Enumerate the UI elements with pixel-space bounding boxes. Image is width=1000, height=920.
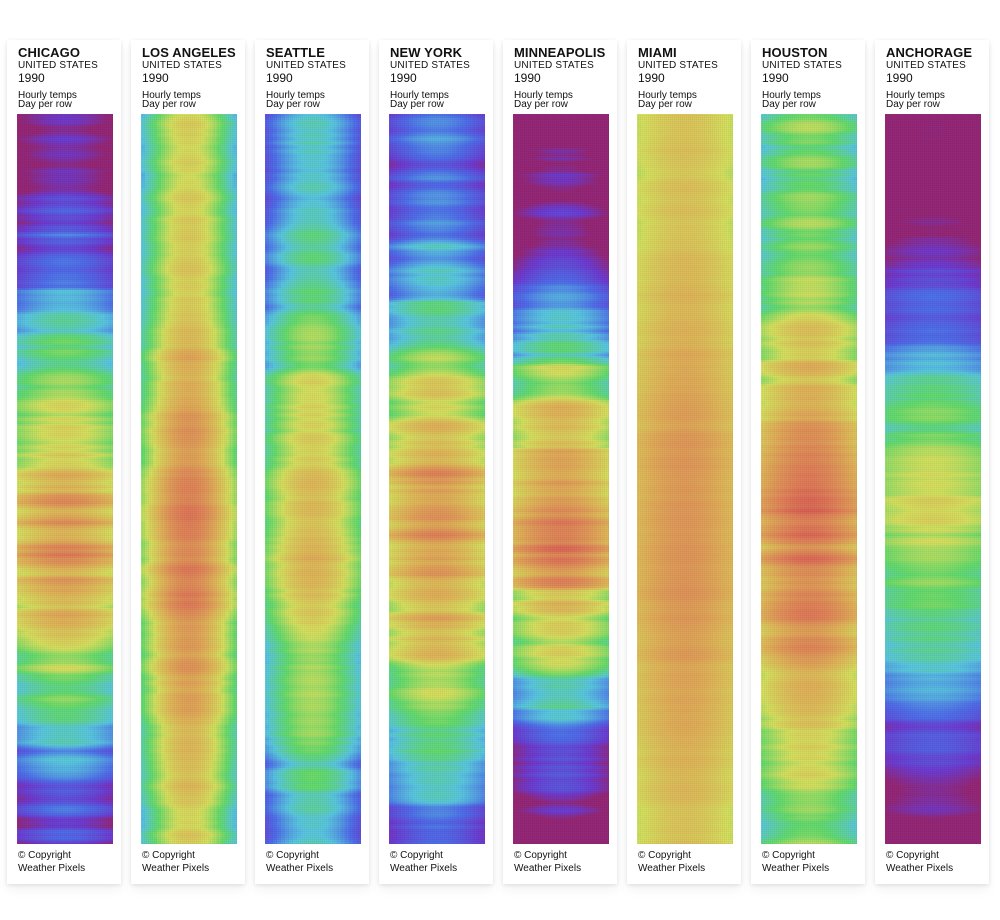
copyright-owner: Weather Pixels	[886, 863, 954, 874]
description-line-2: Day per row	[638, 99, 692, 110]
city-name: ANCHORAGE	[886, 45, 973, 60]
copyright-line: © Copyright	[142, 850, 195, 861]
country-name: UNITED STATES	[266, 60, 347, 71]
year-label: 1990	[390, 71, 417, 85]
year-label: 1990	[514, 71, 541, 85]
country-name: UNITED STATES	[390, 60, 471, 71]
year-label: 1990	[886, 71, 913, 85]
copyright-line: © Copyright	[390, 850, 443, 861]
temperature-heatmap	[761, 114, 857, 844]
city-card-los-angeles: LOS ANGELES UNITED STATES 1990 Hourly te…	[131, 40, 245, 884]
copyright-owner: Weather Pixels	[514, 863, 582, 874]
temperature-heatmap	[265, 114, 361, 844]
city-name: HOUSTON	[762, 45, 828, 60]
description-line-1: Hourly temps	[638, 90, 697, 101]
year-label: 1990	[266, 71, 293, 85]
description-line-2: Day per row	[18, 99, 72, 110]
copyright-owner: Weather Pixels	[762, 863, 830, 874]
description-line-1: Hourly temps	[18, 90, 77, 101]
country-name: UNITED STATES	[638, 60, 719, 71]
copyright-line: © Copyright	[886, 850, 939, 861]
copyright-line: © Copyright	[18, 850, 71, 861]
city-name: MIAMI	[638, 45, 677, 60]
city-card-seattle: SEATTLE UNITED STATES 1990 Hourly temps …	[255, 40, 369, 884]
city-card-new-york: NEW YORK UNITED STATES 1990 Hourly temps…	[379, 40, 493, 884]
description-line-1: Hourly temps	[266, 90, 325, 101]
description-line-2: Day per row	[762, 99, 816, 110]
copyright-line: © Copyright	[266, 850, 319, 861]
country-name: UNITED STATES	[142, 60, 223, 71]
city-name: SEATTLE	[266, 45, 325, 60]
country-name: UNITED STATES	[514, 60, 595, 71]
copyright-owner: Weather Pixels	[390, 863, 458, 874]
description-line-2: Day per row	[886, 99, 940, 110]
city-name: CHICAGO	[18, 45, 81, 60]
copyright-owner: Weather Pixels	[638, 863, 706, 874]
year-label: 1990	[142, 71, 169, 85]
description-line-1: Hourly temps	[886, 90, 945, 101]
city-card-houston: HOUSTON UNITED STATES 1990 Hourly temps …	[751, 40, 865, 884]
copyright-line: © Copyright	[514, 850, 567, 861]
copyright-owner: Weather Pixels	[266, 863, 334, 874]
copyright-line: © Copyright	[762, 850, 815, 861]
description-line-1: Hourly temps	[514, 90, 573, 101]
city-card-anchorage: ANCHORAGE UNITED STATES 1990 Hourly temp…	[875, 40, 989, 884]
description-line-2: Day per row	[142, 99, 196, 110]
city-card-minneapolis: MINNEAPOLIS UNITED STATES 1990 Hourly te…	[503, 40, 617, 884]
city-name: NEW YORK	[390, 45, 463, 60]
temperature-heatmap	[513, 114, 609, 844]
temperature-heatmap	[389, 114, 485, 844]
description-line-2: Day per row	[390, 99, 444, 110]
city-name: MINNEAPOLIS	[514, 45, 606, 60]
temperature-heatmap	[637, 114, 733, 844]
description-line-2: Day per row	[266, 99, 320, 110]
year-label: 1990	[18, 71, 45, 85]
city-card-miami: MIAMI UNITED STATES 1990 Hourly temps Da…	[627, 40, 741, 884]
copyright-owner: Weather Pixels	[18, 863, 86, 874]
temperature-heatmap	[885, 114, 981, 844]
temperature-heatmap	[141, 114, 237, 844]
description-line-2: Day per row	[514, 99, 568, 110]
description-line-1: Hourly temps	[762, 90, 821, 101]
country-name: UNITED STATES	[762, 60, 843, 71]
copyright-line: © Copyright	[638, 850, 691, 861]
country-name: UNITED STATES	[886, 60, 967, 71]
city-name: LOS ANGELES	[142, 45, 236, 60]
year-label: 1990	[638, 71, 665, 85]
city-card-chicago: CHICAGO UNITED STATES 1990 Hourly temps …	[7, 40, 121, 884]
temperature-heatmap	[17, 114, 113, 844]
description-line-1: Hourly temps	[142, 90, 201, 101]
year-label: 1990	[762, 71, 789, 85]
country-name: UNITED STATES	[18, 60, 99, 71]
description-line-1: Hourly temps	[390, 90, 449, 101]
copyright-owner: Weather Pixels	[142, 863, 210, 874]
